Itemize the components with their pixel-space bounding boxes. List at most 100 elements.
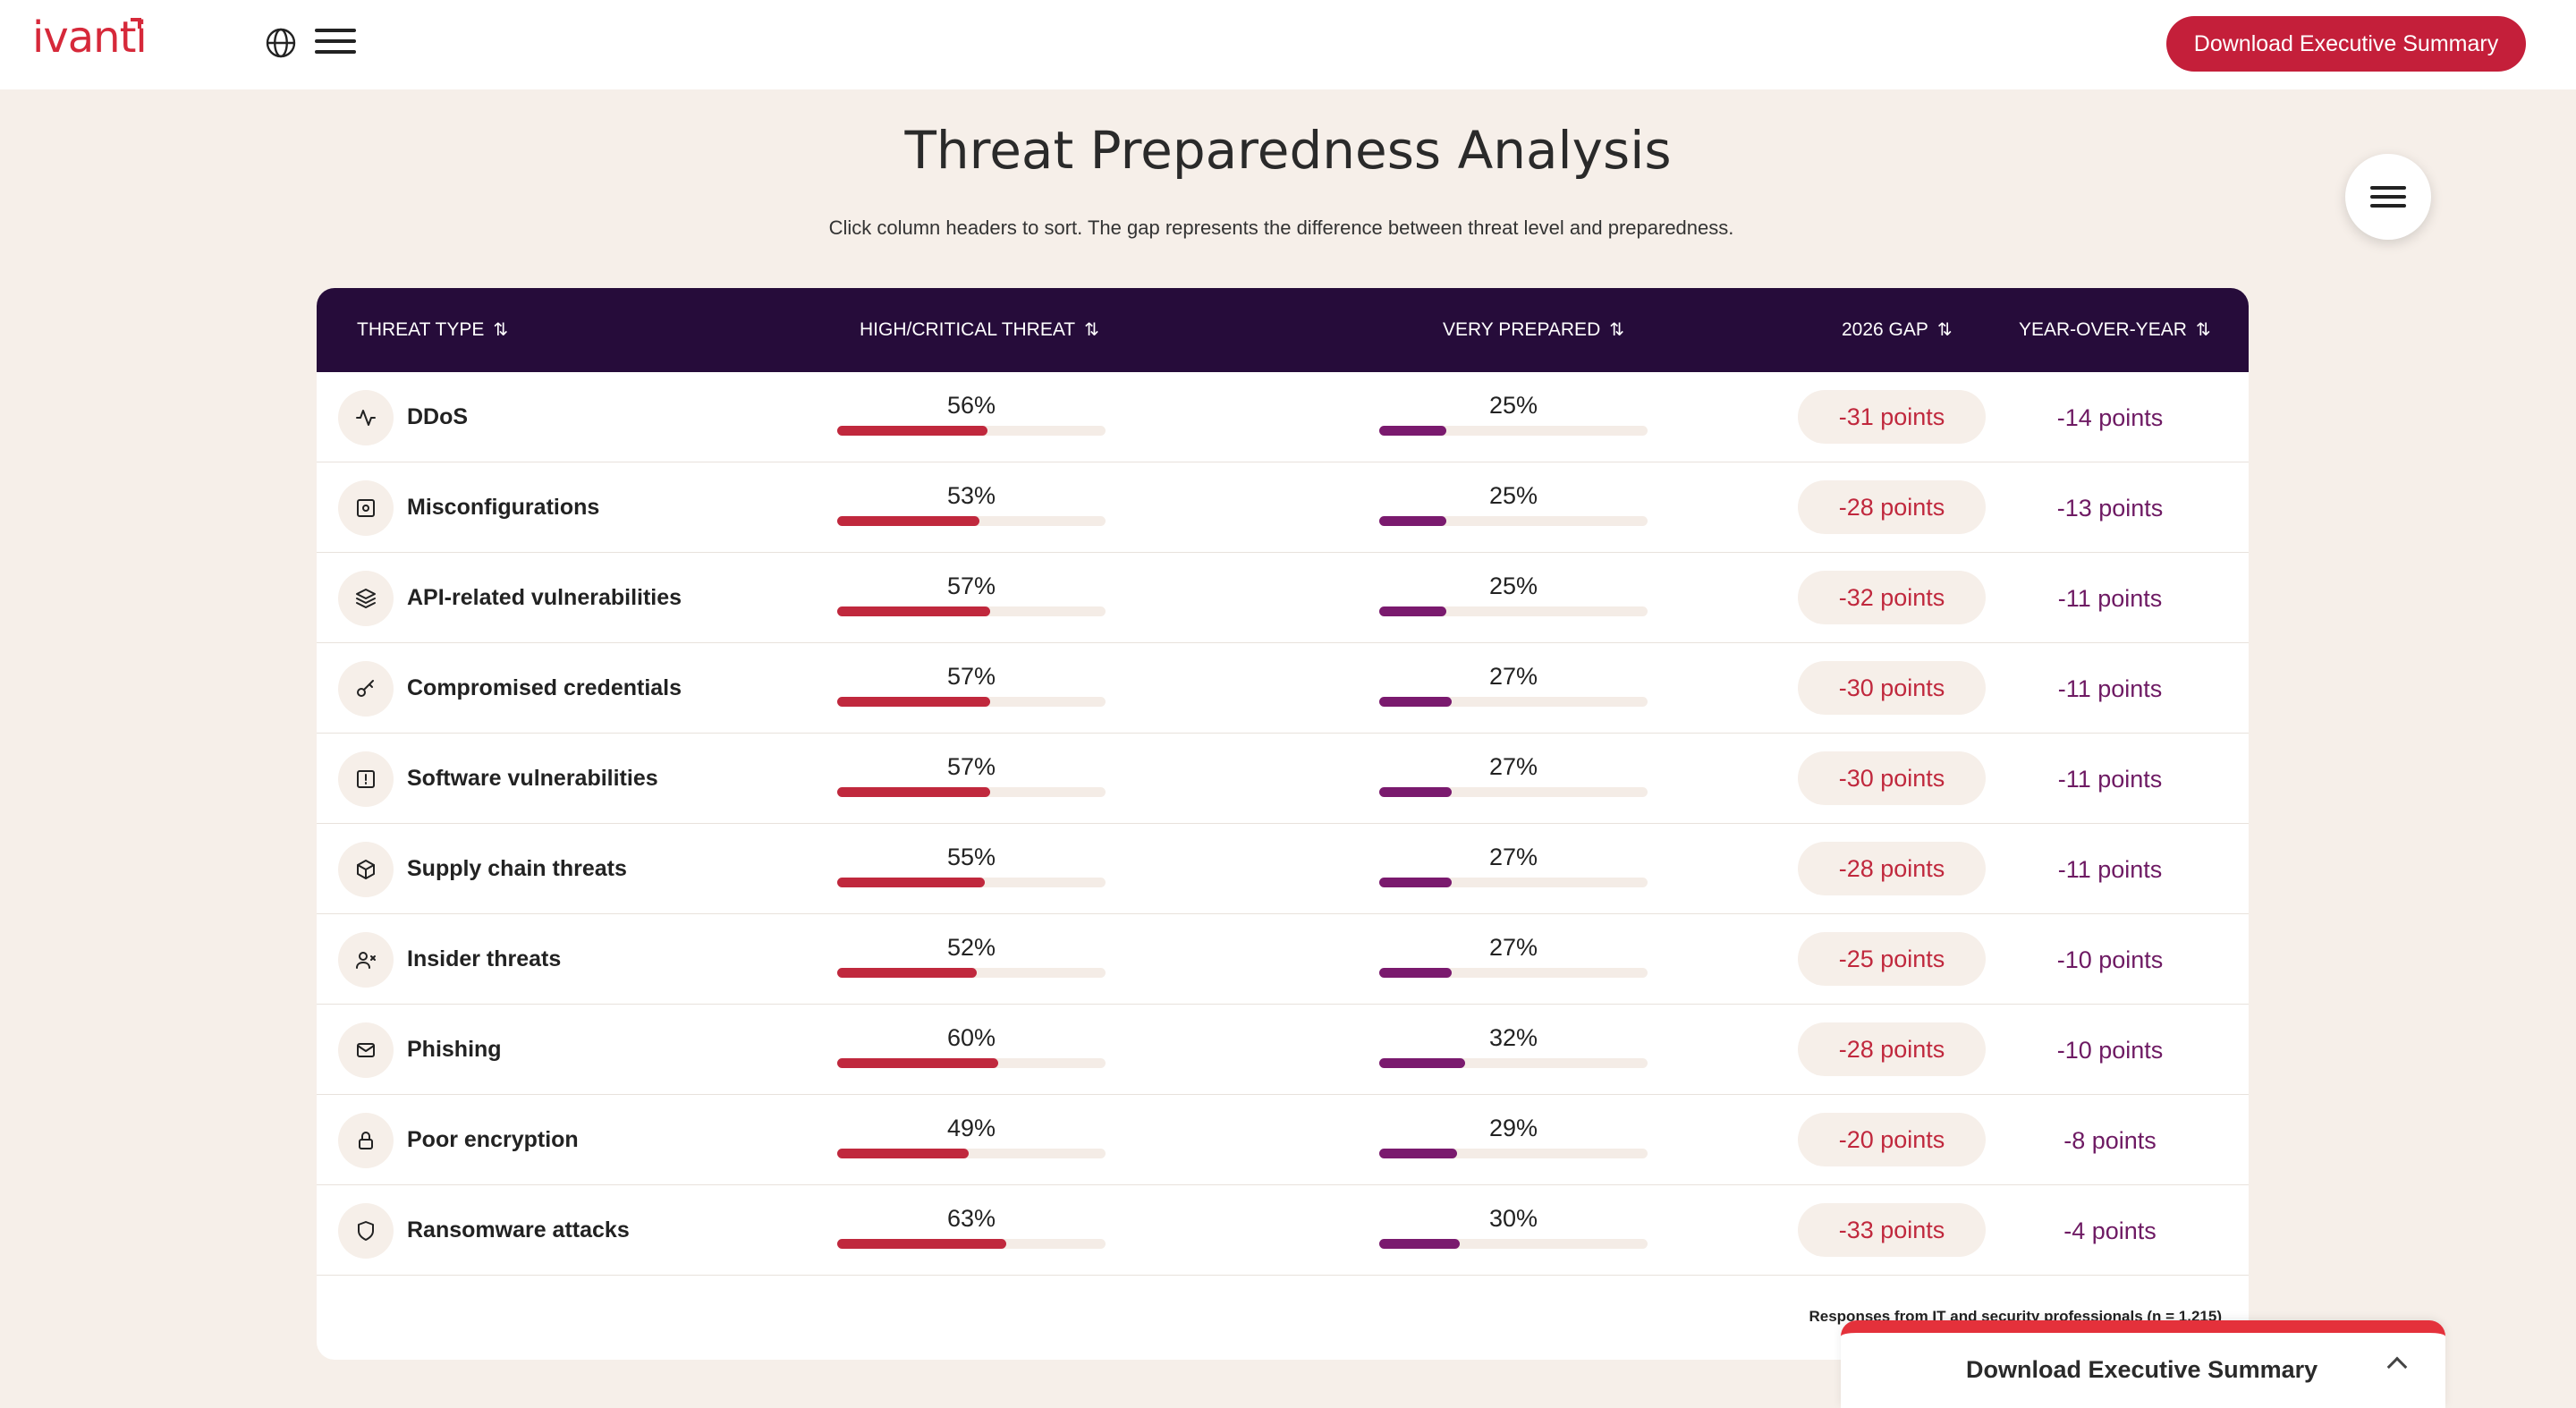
threat-bar-track: [837, 1149, 1106, 1158]
gap-badge: -28 points: [1798, 1022, 1986, 1076]
gap-badge: -33 points: [1798, 1203, 1986, 1257]
prepared-percent: 29%: [1488, 1115, 1538, 1141]
top-navigation-bar: ivanti Download Executive Summary: [0, 0, 2576, 89]
threat-bar-fill: [837, 1058, 998, 1068]
ivanti-logo[interactable]: ivanti: [32, 13, 148, 63]
threat-icon-container: [338, 480, 394, 536]
threat-name: Misconfigurations: [407, 495, 600, 520]
gap-badge: -25 points: [1798, 932, 1986, 986]
threat-bar-fill: [837, 968, 977, 978]
floating-menu-button[interactable]: [2345, 154, 2431, 240]
page-title: Threat Preparedness Analysis: [904, 120, 1672, 181]
threat-bar-fill: [837, 606, 990, 616]
prepared-bar-fill: [1379, 787, 1452, 797]
threat-bar-track: [837, 968, 1106, 978]
prepared-bar-fill: [1379, 968, 1452, 978]
lock-icon: [359, 1132, 373, 1149]
year-over-year-value: -10 points: [2056, 1037, 2164, 1064]
table-row: Phishing 60% 32% -28 points -10 points: [317, 1005, 2249, 1095]
year-over-year-value: -11 points: [2057, 585, 2163, 612]
table-row: DDoS 56% 25% -31 points -14 points: [317, 372, 2249, 462]
package-icon: [357, 860, 375, 879]
sort-icon: ⇅: [1084, 320, 1099, 340]
prepared-bar-fill: [1379, 1149, 1457, 1158]
threat-icon-container: [338, 661, 394, 717]
prepared-percent: 32%: [1488, 1024, 1538, 1051]
threat-bar-fill: [837, 516, 979, 526]
mail-icon: [357, 1043, 375, 1057]
threat-name: Poor encryption: [407, 1127, 579, 1152]
sort-icon: ⇅: [1936, 320, 1953, 340]
globe-icon[interactable]: [265, 27, 297, 59]
threat-bar-fill: [837, 787, 990, 797]
prepared-percent: 25%: [1488, 392, 1538, 419]
prepared-percent: 27%: [1488, 663, 1538, 690]
threat-bar-track: [837, 787, 1106, 797]
prepared-percent: 27%: [1488, 934, 1538, 961]
activity-icon: [356, 410, 376, 426]
download-summary-label: Download Executive Summary: [1966, 1356, 2318, 1383]
threat-bar-track: [837, 1058, 1106, 1068]
threat-name: Supply chain threats: [407, 856, 627, 881]
prepared-bar-fill: [1379, 516, 1446, 526]
table-row: Misconfigurations 53% 25% -28 points -13…: [317, 462, 2249, 553]
table-row: Poor encryption 49% 29% -20 points -8 po…: [317, 1095, 2249, 1185]
year-over-year-value: -4 points: [2063, 1217, 2157, 1244]
threat-name: DDoS: [407, 404, 469, 429]
download-executive-summary-button[interactable]: Download Executive Summary: [2166, 16, 2526, 72]
shield-icon: [358, 1221, 374, 1241]
table-row: Ransomware attacks 63% 30% -33 points -4…: [317, 1185, 2249, 1276]
threat-bar-track: [837, 878, 1106, 887]
prepared-bar-track: [1379, 516, 1648, 526]
threat-bar-track: [837, 516, 1106, 526]
year-over-year-value: -11 points: [2057, 675, 2163, 702]
user-x-icon: [356, 952, 376, 969]
threat-percent: 56%: [946, 392, 996, 419]
hamburger-menu-icon[interactable]: [315, 25, 356, 61]
gap-badge: -20 points: [1798, 1113, 1986, 1166]
prepared-bar-track: [1379, 697, 1648, 707]
threat-percent: 57%: [946, 663, 996, 690]
gap-badge: -31 points: [1798, 390, 1986, 444]
prepared-bar-track: [1379, 1058, 1648, 1068]
threat-bar-track: [837, 1239, 1106, 1249]
column-header-high-critical-threat[interactable]: HIGH/CRITICAL THREAT ⇅: [860, 319, 1099, 340]
threat-icon-container: [338, 842, 394, 897]
logo-mark: [131, 18, 141, 29]
gap-badge: -30 points: [1798, 661, 1986, 715]
prepared-bar-track: [1379, 968, 1648, 978]
threat-percent: 57%: [946, 573, 996, 599]
prepared-bar-fill: [1379, 1239, 1460, 1249]
prepared-bar-track: [1379, 787, 1648, 797]
year-over-year-value: -8 points: [2063, 1127, 2157, 1154]
column-header-very-prepared[interactable]: VERY PREPARED ⇅: [1443, 319, 1624, 340]
threat-bar-track: [837, 697, 1106, 707]
prepared-bar-track: [1379, 426, 1648, 436]
threat-icon-container: [338, 571, 394, 626]
layers-icon: [356, 589, 376, 608]
threat-icon-container: [338, 751, 394, 807]
threat-name: Insider threats: [407, 946, 562, 971]
prepared-bar-fill: [1379, 878, 1452, 887]
year-over-year-value: -13 points: [2056, 495, 2164, 522]
column-header-2026-gap[interactable]: 2026 GAP ⇅: [1842, 319, 1953, 340]
threat-table: THREAT TYPE ⇅ HIGH/CRITICAL THREAT ⇅ VERY …: [317, 288, 2249, 1360]
prepared-percent: 27%: [1488, 753, 1538, 780]
threat-percent: 63%: [946, 1205, 996, 1232]
prepared-bar-track: [1379, 878, 1648, 887]
threat-bar-track: [837, 606, 1106, 616]
prepared-bar-fill: [1379, 697, 1452, 707]
table-row: Software vulnerabilities 57% 27% -30 poi…: [317, 734, 2249, 824]
settings-square-icon: [357, 499, 375, 517]
threat-name: API-related vulnerabilities: [407, 585, 682, 610]
gap-badge: -28 points: [1798, 480, 1986, 534]
table-row: Insider threats 52% 27% -25 points -10 p…: [317, 914, 2249, 1005]
sort-icon: ⇅: [493, 320, 509, 340]
threat-name: Phishing: [407, 1037, 502, 1062]
download-summary-panel[interactable]: Download Executive Summary: [1841, 1320, 2445, 1408]
chevron-up-icon[interactable]: [2386, 1356, 2408, 1378]
threat-percent: 53%: [946, 482, 996, 509]
column-header-year-over-year[interactable]: YEAR-OVER-YEAR ⇅: [2019, 319, 2211, 340]
column-header-threat-type[interactable]: THREAT TYPE ⇅: [357, 319, 509, 340]
gap-badge: -30 points: [1798, 751, 1986, 805]
